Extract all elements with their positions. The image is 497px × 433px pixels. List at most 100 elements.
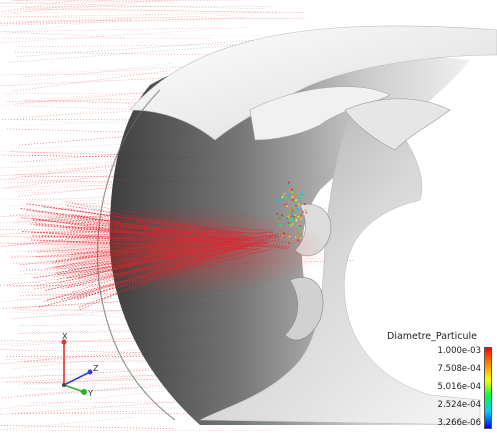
- particle: [304, 209, 307, 212]
- streamline: [31, 239, 261, 250]
- streamline: [57, 236, 278, 270]
- streamline: [0, 0, 109, 16]
- particle: [294, 211, 297, 214]
- particle: [291, 213, 294, 216]
- streamline: [39, 236, 280, 243]
- particle: [291, 210, 294, 212]
- color-legend: Diametre_Particule 1.000e-03 7.508e-04 5…: [383, 331, 495, 431]
- streamline: [38, 219, 259, 248]
- particle: [294, 238, 296, 240]
- streamline: [43, 206, 272, 237]
- streamline: [0, 16, 305, 20]
- inlet-rim: [97, 89, 176, 421]
- streamline: [57, 235, 246, 280]
- streamline: [68, 244, 248, 300]
- streamline: [4, 27, 220, 32]
- streamline: [0, 410, 166, 415]
- streamline: [37, 232, 251, 241]
- particle: [294, 193, 297, 196]
- particle: [291, 206, 294, 209]
- particle: [277, 221, 280, 224]
- axes-triad: X Z Y: [61, 332, 99, 398]
- streamline: [31, 231, 274, 234]
- outlet-surface: [199, 89, 481, 426]
- particle: [289, 215, 292, 218]
- particle: [282, 232, 284, 234]
- streamline: [0, 17, 245, 26]
- streamline: [77, 219, 272, 249]
- streamline: [15, 160, 147, 176]
- particle-streamlines-front: [20, 201, 289, 311]
- particle: [288, 189, 290, 191]
- particle: [279, 219, 281, 221]
- particle: [299, 197, 302, 200]
- streamline: [0, 31, 126, 39]
- particle: [287, 215, 290, 218]
- legend-colorbar: [484, 347, 492, 429]
- particle: [296, 185, 298, 188]
- blade-lower: [284, 277, 324, 341]
- particle: [288, 235, 290, 237]
- legend-label-min: 3.266e-06: [437, 418, 481, 428]
- streamline: [9, 311, 133, 319]
- particle: [279, 198, 282, 202]
- particle: [287, 194, 290, 197]
- particle: [295, 218, 298, 221]
- particle: [287, 221, 290, 224]
- particle: [289, 213, 291, 216]
- particle: [286, 205, 288, 208]
- streamline: [14, 70, 172, 92]
- particle: [287, 181, 291, 184]
- streamline: [0, 2, 264, 10]
- streamline: [58, 239, 280, 276]
- particle: [279, 217, 281, 219]
- streamline: [7, 128, 193, 135]
- streamline: [19, 328, 293, 334]
- streamline: [20, 238, 254, 266]
- particle: [284, 187, 287, 189]
- particle: [276, 212, 279, 215]
- particle: [281, 196, 284, 199]
- streamline: [3, 149, 168, 154]
- particle: [288, 223, 290, 226]
- streamline: [1, 165, 202, 176]
- particle: [302, 211, 304, 213]
- streamline: [26, 203, 241, 236]
- particle: [280, 235, 283, 238]
- shroud-upper: [129, 25, 497, 141]
- streamline: [69, 247, 236, 271]
- streamline: [70, 229, 266, 240]
- particle: [302, 213, 304, 216]
- streamline: [0, 19, 133, 24]
- streamline: [61, 234, 284, 300]
- particle: [300, 201, 302, 204]
- streamline: [23, 388, 264, 395]
- streamline: [33, 210, 287, 238]
- streamline: [30, 223, 288, 249]
- streamline: [14, 105, 142, 110]
- streamline: [19, 377, 140, 386]
- particle: [292, 190, 295, 192]
- y-axis-label: Y: [87, 389, 93, 398]
- streamline: [16, 405, 318, 411]
- particle: [277, 199, 280, 202]
- streamline: [4, 91, 317, 95]
- streamline: [26, 17, 308, 22]
- particle: [303, 203, 307, 206]
- streamline: [34, 246, 267, 290]
- particle: [299, 231, 302, 233]
- z-axis-tip: [87, 369, 93, 375]
- legend-label-2: 7.508e-04: [437, 364, 481, 374]
- streamline: [21, 217, 245, 236]
- streamline: [0, 392, 148, 410]
- streamline: [18, 62, 173, 83]
- particle: [305, 211, 308, 214]
- streamline: [0, 26, 247, 44]
- particle: [290, 218, 294, 221]
- particle: [297, 215, 300, 218]
- particle: [291, 195, 294, 198]
- particle: [290, 188, 294, 191]
- x-axis-tip: [61, 339, 67, 345]
